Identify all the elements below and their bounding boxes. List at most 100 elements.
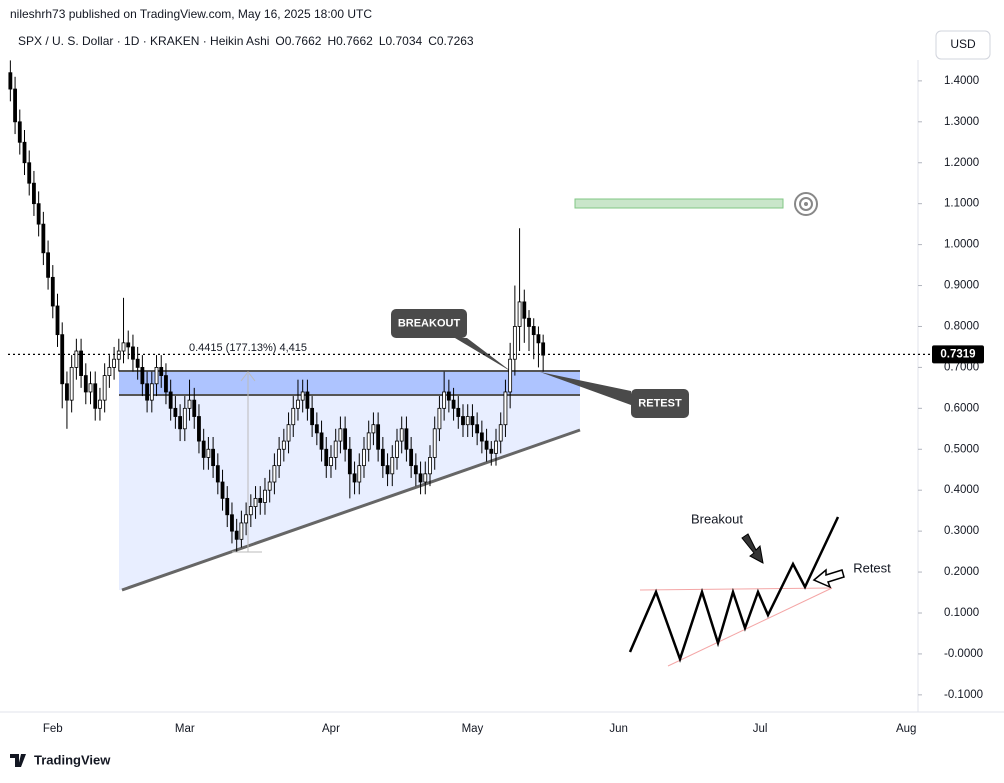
brand: TradingView [34,752,111,767]
ohlc-value: O0.7662 [275,34,321,48]
candle-body [300,391,305,401]
y-tick-label: 1.0000 [944,239,979,251]
x-tick-label: Mar [175,723,195,735]
candle-body [413,465,418,475]
schematic-breakout-label: Breakout [691,511,743,526]
candle-body [182,407,187,430]
candle-body [347,448,352,475]
candle-body [263,489,267,503]
candle-body [305,391,310,409]
candle-body [206,448,211,458]
y-tick-label: -0.0000 [944,648,983,660]
candle-body [13,88,17,123]
candle-body [98,399,102,409]
candle-body [498,424,503,442]
schematic-path [628,516,840,663]
candle-body [517,301,522,327]
candle-body [135,358,140,368]
candle-body [319,432,324,450]
candle-body [253,497,258,507]
candle-body [479,432,484,442]
candle-body [503,391,508,426]
candle-body [446,391,451,401]
currency-button[interactable] [935,30,991,60]
candle-body [149,383,154,401]
x-tick-label: Apr [322,723,340,735]
candle-body [211,448,216,467]
candle-body [173,407,178,417]
candle-body [192,399,197,417]
y-tick-label: 0.3000 [944,525,979,537]
candle-body [8,72,13,90]
candle-body [159,366,164,376]
resistance-zone [119,371,580,395]
candle-body [50,276,55,307]
trendline [121,428,581,592]
candles [8,60,546,552]
candle-body [428,457,432,475]
candle-body [352,473,357,483]
candle-body [234,530,239,540]
candle-body [88,383,93,393]
candle-body [140,366,145,385]
x-tick-label: Jun [609,723,628,735]
target-zone [574,198,784,209]
y-tick-label: 0.9000 [944,280,979,292]
candle-body [385,465,390,475]
candle-body [432,428,437,458]
candle-body [390,457,395,475]
candle-body [281,440,286,450]
schematic-support [667,587,833,667]
candle-body [248,506,253,516]
candle-body [404,428,409,450]
last-price-label: 0.7319 [940,348,975,360]
candle-body [230,514,234,532]
y-tick-label: 1.4000 [944,75,979,87]
currency[interactable]: USD [950,37,976,51]
retest-pointer [540,372,631,405]
candle-body [357,465,362,483]
candle-body [220,481,225,499]
candle-body [267,481,272,491]
candle-body [239,522,244,540]
candle-body [296,399,300,409]
y-tick-label: 1.1000 [944,198,979,210]
candle-body [522,301,527,319]
candle-body [107,366,112,376]
y-tick-label: 0.8000 [944,320,979,332]
breakout-pointer [455,338,512,372]
candle-body [277,448,282,467]
candle-body [178,416,183,430]
candle-body [41,223,46,254]
x-tick-label: May [462,723,484,735]
candle-body [121,342,126,352]
candle-body [145,383,150,401]
schematic-resistance [639,587,833,591]
retest-callout [631,389,689,418]
ohlc-value: C0.7263 [428,34,474,48]
ohlc-legend: O0.7662 H0.7662 L0.7034 C0.7263 [275,34,474,48]
candle-body [164,375,168,393]
y-tick-label: 1.2000 [944,157,979,169]
candle-body [314,424,319,434]
candle-body [343,428,348,450]
last-price-tag [932,345,984,364]
candle-body [333,440,338,458]
candle-body [168,391,173,409]
candle-body [126,342,131,348]
candle-body [395,440,399,458]
candle-body [291,407,296,426]
breakout-label: BREAKOUT [398,317,461,329]
candle-body [55,305,60,336]
x-tick-label: Jul [753,723,768,735]
y-tick-label: 1.3000 [944,116,979,128]
candle-body [418,473,423,483]
candle-body [154,366,159,385]
candle-body [83,375,88,393]
candle-body [527,317,531,327]
candle-body [131,346,135,360]
candle-body [531,326,536,336]
candle-body [461,416,465,426]
brand-logo [10,754,26,767]
candle-body [32,182,36,205]
